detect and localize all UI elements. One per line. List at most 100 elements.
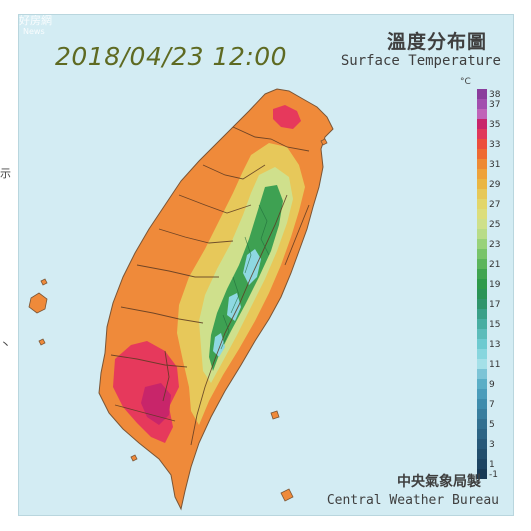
green-island xyxy=(270,410,280,420)
legend-row xyxy=(477,209,513,219)
legend-row: 17 xyxy=(477,299,513,310)
legend-swatch xyxy=(477,389,487,399)
penghu-islands xyxy=(28,292,48,314)
title-chinese: 溫度分布圖 xyxy=(386,31,487,53)
watermark-text: 好房網 xyxy=(19,14,52,27)
legend-label: 19 xyxy=(489,280,501,290)
legend-swatch xyxy=(477,429,487,439)
legend-swatch xyxy=(477,189,487,199)
legend-label: 7 xyxy=(489,400,495,410)
taiwan-map-svg xyxy=(28,88,334,511)
legend-swatch xyxy=(477,129,487,139)
legend-unit: °C xyxy=(460,77,471,87)
peak-zone-3 xyxy=(213,333,225,357)
legend-row xyxy=(477,449,513,459)
edge-mark-1: 示 xyxy=(0,167,11,180)
legend-row: 9 xyxy=(477,379,513,390)
terrain-lines xyxy=(220,204,270,350)
legend-row: 3 xyxy=(477,439,513,450)
legend-row: 11 xyxy=(477,359,513,370)
legend-label: 25 xyxy=(489,220,501,230)
outlying-islands xyxy=(28,138,328,502)
legend-row: 19 xyxy=(477,279,513,290)
date-time-stamp: 2018/04/23 12:00 xyxy=(55,42,288,71)
legend-swatch xyxy=(477,339,487,349)
legend-row: 38 xyxy=(477,89,513,100)
legend-label: 13 xyxy=(489,340,501,350)
edge-mark-2: 丶 xyxy=(0,338,11,351)
legend-row xyxy=(477,289,513,299)
legend-label: 35 xyxy=(489,120,501,130)
watermark-text-en: News xyxy=(23,27,45,36)
legend-label: 11 xyxy=(489,360,501,370)
legend-row xyxy=(477,309,513,319)
legend-row xyxy=(477,129,513,139)
legend-row: 23 xyxy=(477,239,513,250)
watermark-logo: 好房網 News xyxy=(19,15,52,37)
legend-row xyxy=(477,149,513,159)
legend-row xyxy=(477,409,513,419)
legend-swatch xyxy=(477,169,487,179)
legend-row xyxy=(477,389,513,399)
credit-english: Central Weather Bureau xyxy=(326,493,499,508)
liuqiu-island xyxy=(130,454,138,462)
temperature-legend: 38 37 35 33 31 29 27 25 23 21 19 17 15 13 11 9 7 5 3 1 -1 xyxy=(477,89,513,480)
penghu-small-2 xyxy=(38,338,46,346)
legend-swatch xyxy=(477,419,487,429)
legend-label: 27 xyxy=(489,200,501,210)
legend-label: 5 xyxy=(489,420,495,430)
legend-swatch xyxy=(477,209,487,219)
legend-row xyxy=(477,349,513,359)
legend-swatch xyxy=(477,329,487,339)
legend-swatch xyxy=(477,369,487,379)
legend-row: 35 xyxy=(477,119,513,130)
legend-row xyxy=(477,189,513,199)
legend-swatch xyxy=(477,359,487,369)
legend-swatch xyxy=(477,399,487,409)
legend-row: 29 xyxy=(477,179,513,190)
legend-swatch xyxy=(477,379,487,389)
legend-label: -1 xyxy=(489,470,498,480)
legend-label: 37 xyxy=(489,100,501,110)
legend-row: 37 xyxy=(477,99,513,110)
legend-row: -1 xyxy=(477,469,513,480)
legend-row xyxy=(477,249,513,259)
legend-label: 9 xyxy=(489,380,495,390)
legend-row xyxy=(477,369,513,379)
legend-row xyxy=(477,109,513,119)
legend-label: 23 xyxy=(489,240,501,250)
legend-swatch xyxy=(477,279,487,289)
county-boundaries xyxy=(110,126,310,446)
legend-swatch xyxy=(477,409,487,419)
legend-row: 15 xyxy=(477,319,513,330)
legend-label: 1 xyxy=(489,460,495,470)
legend-row: 27 xyxy=(477,199,513,210)
guishan-island xyxy=(320,138,328,146)
temperature-map: 好房網 News 2018/04/23 12:00 溫度分布圖 Surface … xyxy=(18,14,514,516)
legend-label: 15 xyxy=(489,320,501,330)
legend-row xyxy=(477,429,513,439)
legend-row xyxy=(477,229,513,239)
legend-swatch xyxy=(477,109,487,119)
legend-swatch xyxy=(477,439,487,449)
title-english: Surface Temperature xyxy=(340,53,501,69)
legend-swatch xyxy=(477,149,487,159)
legend-swatch xyxy=(477,119,487,129)
legend-row xyxy=(477,269,513,279)
legend-swatch xyxy=(477,89,487,99)
legend-label: 21 xyxy=(489,260,501,270)
legend-swatch xyxy=(477,239,487,249)
legend-swatch xyxy=(477,459,487,469)
legend-row: 13 xyxy=(477,339,513,350)
legend-swatch xyxy=(477,139,487,149)
legend-swatch xyxy=(477,199,487,209)
legend-swatch xyxy=(477,99,487,109)
legend-label: 3 xyxy=(489,440,495,450)
legend-row xyxy=(477,169,513,179)
legend-swatch xyxy=(477,449,487,459)
orchid-island xyxy=(280,488,294,502)
legend-swatch xyxy=(477,299,487,309)
legend-swatch xyxy=(477,469,487,479)
hotspot-southwest-deep xyxy=(141,383,171,425)
legend-swatch xyxy=(477,229,487,239)
